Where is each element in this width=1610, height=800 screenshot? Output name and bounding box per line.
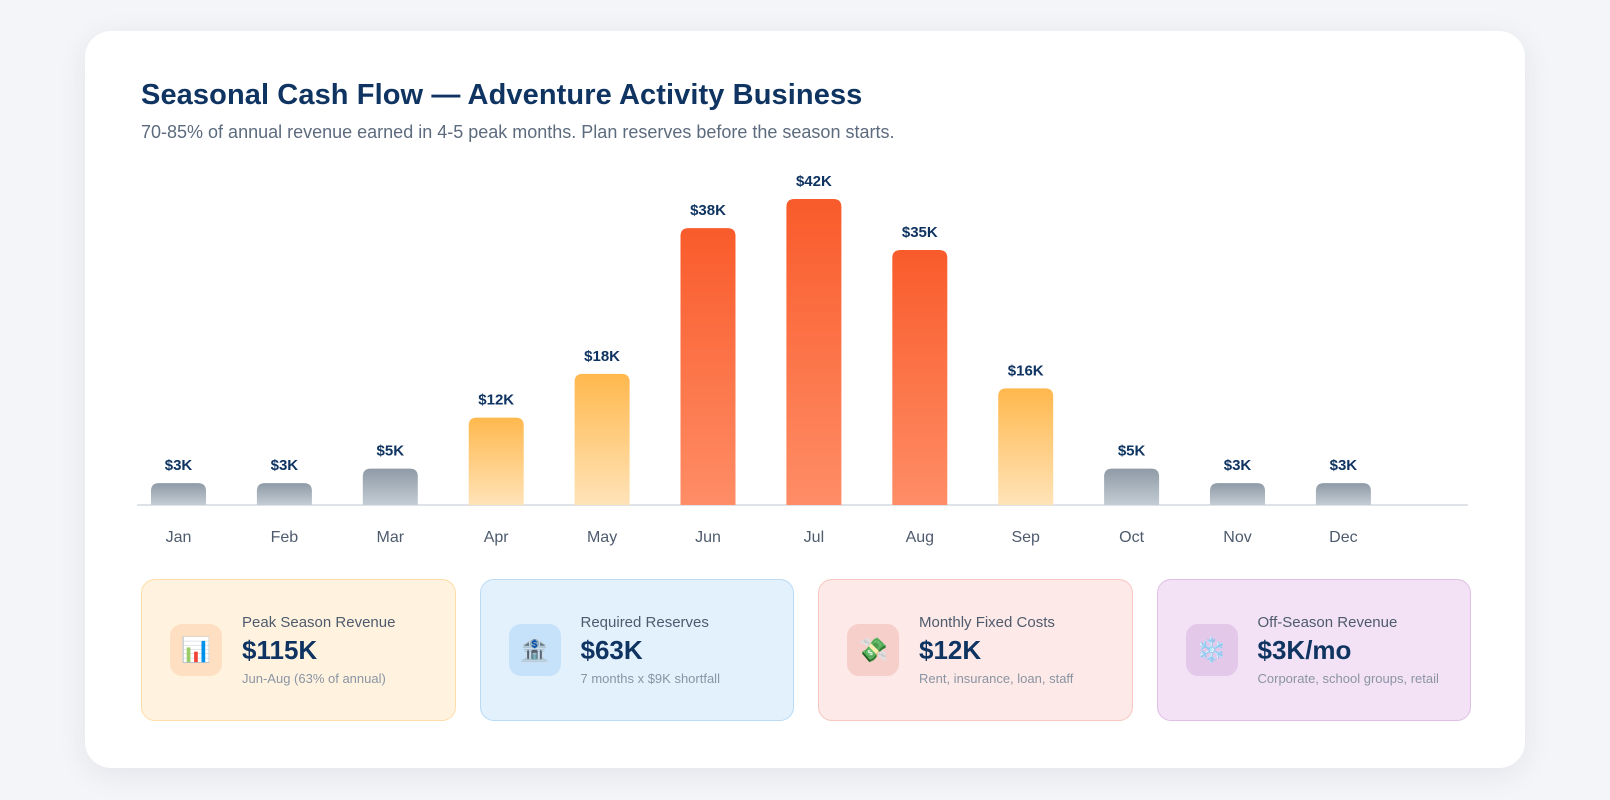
bar-jul bbox=[786, 199, 842, 505]
stat-note: Corporate, school groups, retail bbox=[1257, 670, 1439, 686]
stat-card-monthly-fixed-costs: 💸 Monthly Fixed Costs $12K Rent, insuran… bbox=[818, 579, 1133, 721]
snowflake-icon: ❄️ bbox=[1185, 624, 1238, 676]
month-label-jan: Jan bbox=[166, 529, 192, 546]
bar-mar bbox=[362, 468, 418, 505]
value-label-jun: $38K bbox=[690, 202, 726, 219]
stat-note: 7 months x $9K shortfall bbox=[580, 670, 720, 686]
money-wings-icon: 💸 bbox=[847, 624, 899, 676]
stat-card-required-reserves: 🏦 Required Reserves $63K 7 months x $9K … bbox=[479, 579, 794, 721]
value-label-jan: $3K bbox=[165, 457, 193, 474]
month-label-jun: Jun bbox=[695, 529, 721, 546]
stats-row: 📊 Peak Season Revenue $115K Jun-Aug (63%… bbox=[141, 579, 1471, 721]
value-label-sep: $16K bbox=[1008, 362, 1044, 379]
stat-note: Jun-Aug (63% of annual) bbox=[242, 670, 386, 686]
value-label-may: $18K bbox=[584, 348, 620, 365]
stat-card-off-season-revenue: ❄️ Off-Season Revenue $3K/mo Corporate, … bbox=[1156, 579, 1471, 721]
stat-value: $63K bbox=[580, 634, 643, 665]
bar-sep bbox=[998, 388, 1054, 505]
bar-chart-icon: 📊 bbox=[170, 624, 222, 676]
stat-note: Rent, insurance, loan, staff bbox=[919, 670, 1074, 686]
bar-chart: $3K $3K $5K $12K $18K $38K $42K $35K $16K $5K $3K $… bbox=[137, 173, 1468, 546]
chart-subtitle: 70-85% of annual revenue earned in 4-5 p… bbox=[141, 122, 895, 142]
month-label-jul: Jul bbox=[804, 529, 824, 546]
bar-jan bbox=[151, 483, 206, 505]
bank-icon: 🏦 bbox=[508, 624, 561, 676]
bar-jun bbox=[680, 228, 736, 505]
bar-oct bbox=[1104, 468, 1160, 505]
stat-value: $12K bbox=[919, 634, 982, 665]
bar-nov bbox=[1210, 483, 1265, 505]
month-label-may: May bbox=[587, 529, 617, 546]
bar-aug bbox=[892, 250, 948, 505]
bar-dec bbox=[1315, 483, 1371, 505]
month-label-oct: Oct bbox=[1119, 529, 1144, 546]
stat-label: Peak Season Revenue bbox=[242, 613, 396, 631]
month-label-aug: Aug bbox=[906, 529, 934, 546]
stat-label: Monthly Fixed Costs bbox=[919, 613, 1055, 631]
value-label-dec: $3K bbox=[1330, 457, 1358, 474]
value-label-oct: $5K bbox=[1118, 443, 1146, 460]
bar-apr bbox=[468, 417, 524, 505]
value-label-jul: $42K bbox=[796, 173, 832, 190]
stat-value: $3K/mo bbox=[1257, 634, 1352, 665]
chart-card: Seasonal Cash Flow — Adventure Activity … bbox=[85, 31, 1525, 768]
stat-value: $115K bbox=[242, 634, 318, 665]
stat-card-peak-revenue: 📊 Peak Season Revenue $115K Jun-Aug (63%… bbox=[141, 579, 456, 721]
value-label-nov: $3K bbox=[1224, 457, 1252, 474]
value-label-aug: $35K bbox=[902, 224, 938, 241]
month-label-mar: Mar bbox=[377, 529, 405, 546]
value-label-apr: $12K bbox=[478, 392, 514, 409]
chart-title: Seasonal Cash Flow — Adventure Activity … bbox=[141, 79, 863, 111]
month-label-nov: Nov bbox=[1223, 529, 1251, 546]
month-label-sep: Sep bbox=[1011, 529, 1040, 546]
month-label-dec: Dec bbox=[1329, 529, 1357, 546]
value-label-mar: $5K bbox=[377, 443, 405, 460]
month-label-apr: Apr bbox=[484, 529, 510, 546]
month-label-feb: Feb bbox=[271, 529, 299, 546]
bar-feb bbox=[256, 483, 312, 505]
bar-may bbox=[574, 373, 630, 505]
stat-label: Required Reserves bbox=[580, 613, 709, 631]
value-label-feb: $3K bbox=[271, 457, 299, 474]
stat-label: Off-Season Revenue bbox=[1257, 613, 1398, 631]
